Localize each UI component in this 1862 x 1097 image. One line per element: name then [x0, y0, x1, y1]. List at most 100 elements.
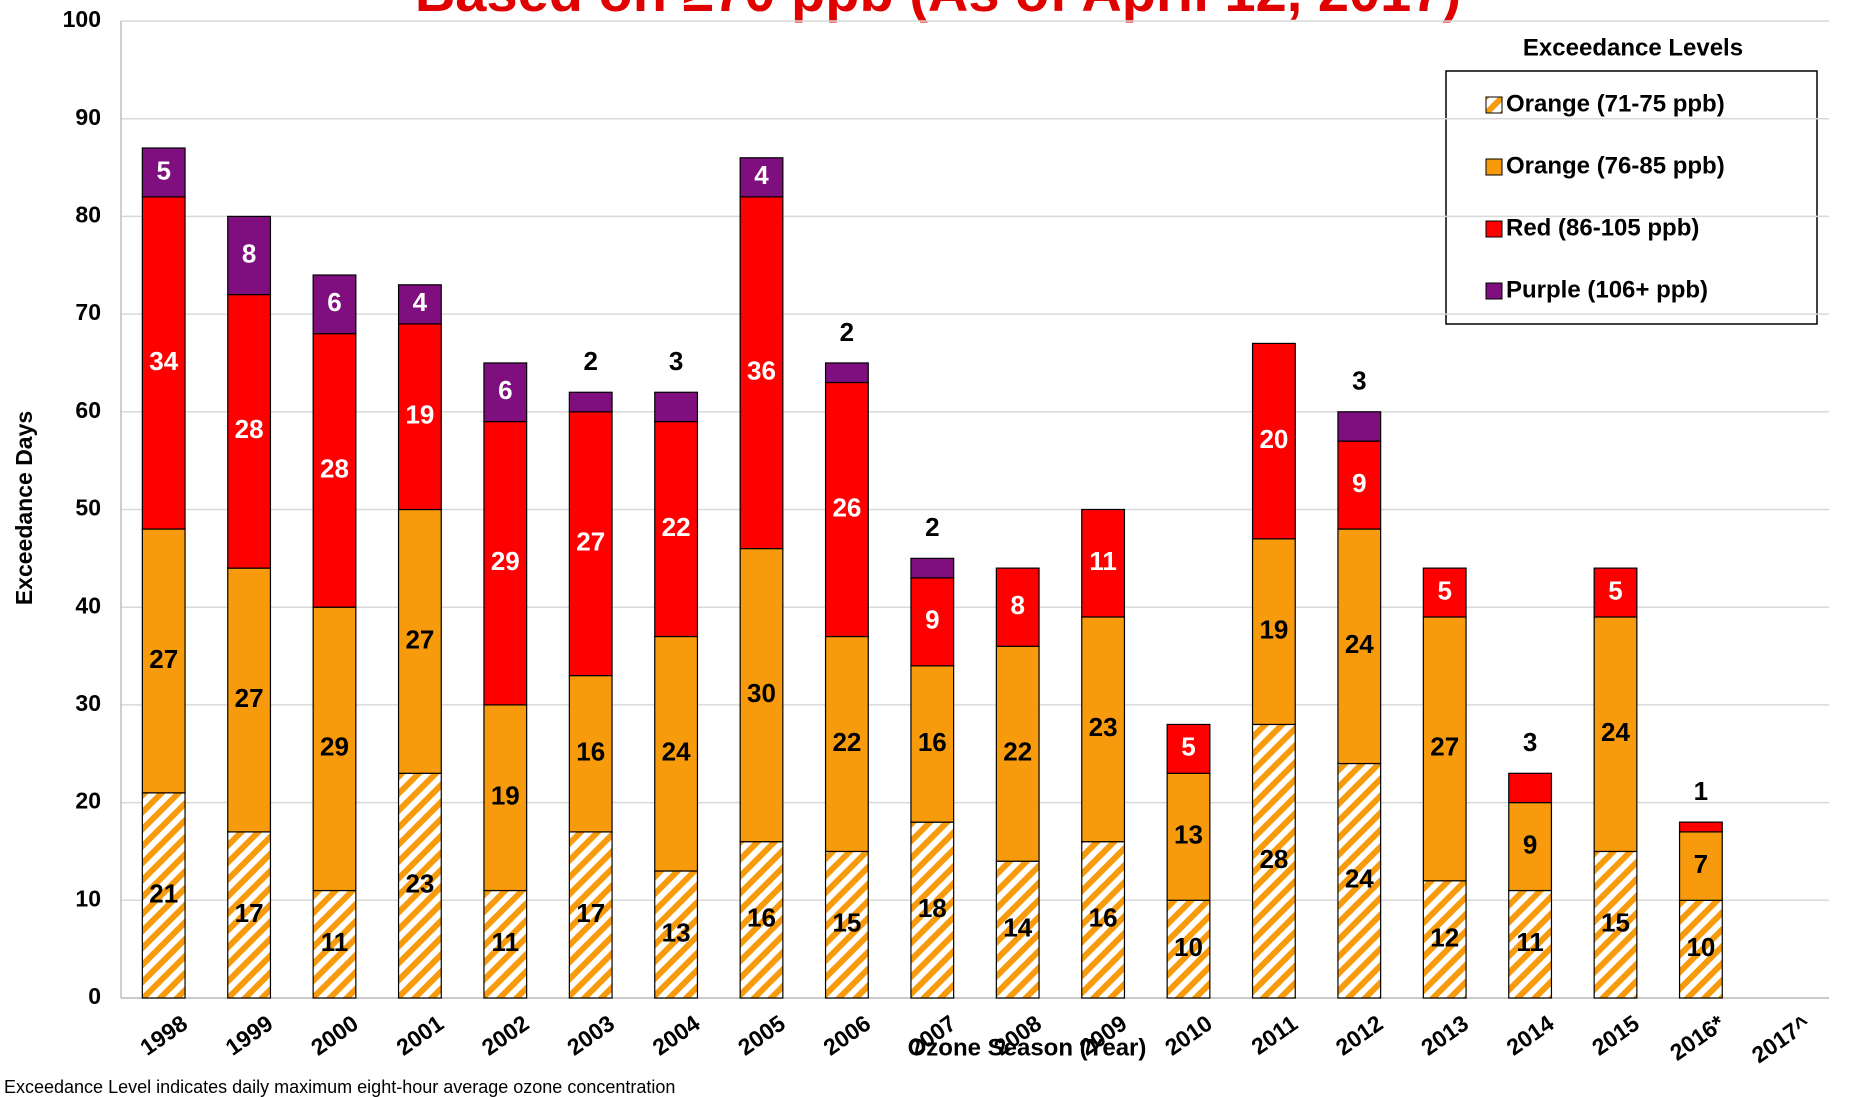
bar-segment: [397, 772, 442, 999]
data-label: 3: [669, 346, 683, 376]
y-tick-label: 30: [75, 690, 101, 716]
bar-segment: [227, 293, 272, 569]
data-label: 27: [405, 624, 434, 654]
data-label: 27: [1430, 732, 1459, 762]
data-label: 19: [1259, 615, 1288, 645]
data-label: 24: [1345, 629, 1374, 659]
data-label: 29: [320, 732, 349, 762]
data-label: 3: [1523, 727, 1537, 757]
bar-segment: [1508, 772, 1553, 804]
y-axis-label: Exceedance Days: [11, 411, 37, 605]
x-tick-label: 2011: [1246, 1010, 1302, 1060]
bar-segment: [141, 147, 186, 198]
data-label: 18: [918, 893, 947, 923]
data-label: 20: [1259, 424, 1288, 454]
y-tick-label: 20: [75, 788, 101, 814]
data-label: 19: [405, 400, 434, 430]
x-tick-label: 2001: [391, 1010, 448, 1061]
bar-segment: [312, 274, 357, 335]
y-tick-label: 70: [75, 299, 101, 325]
bar-segment: [910, 557, 955, 579]
bar-segment: [1166, 772, 1211, 901]
bar-segment: [739, 841, 784, 999]
bar-segment: [1508, 801, 1553, 892]
bar-segment: [995, 860, 1040, 999]
bar-segment: [739, 157, 784, 198]
data-label: 8: [1010, 590, 1024, 620]
data-label: 22: [1003, 737, 1032, 767]
data-label: 28: [235, 414, 264, 444]
bar-segment: [141, 792, 186, 999]
bar-segment: [1337, 528, 1382, 765]
data-label: 5: [1181, 732, 1195, 762]
legend-box: [1445, 70, 1818, 325]
x-tick-label: 2013: [1416, 1010, 1473, 1061]
x-tick-label: 2004: [648, 1010, 705, 1061]
data-label: 17: [235, 898, 264, 928]
data-label: 6: [498, 375, 512, 405]
y-tick-label: 90: [75, 104, 101, 130]
bar-segment: [824, 381, 869, 638]
data-label: 2: [925, 512, 939, 542]
x-tick-label: 2017^: [1747, 1010, 1815, 1068]
bar-segment: [1081, 616, 1126, 843]
data-label: 28: [1259, 844, 1288, 874]
y-tick-label: 10: [75, 885, 101, 911]
bar-segment: [483, 362, 528, 423]
legend-swatch: [1485, 96, 1503, 114]
bar-segment: [824, 362, 869, 384]
x-tick-label: 2006: [818, 1010, 875, 1061]
bar-segment: [739, 196, 784, 550]
data-label: 11: [321, 927, 349, 957]
bar-segment: [1422, 616, 1467, 882]
y-tick-label: 50: [75, 495, 101, 521]
data-label: 29: [491, 546, 520, 576]
x-tick-label: 2012: [1331, 1010, 1388, 1061]
bar-segment: [739, 547, 784, 843]
data-label: 1: [1694, 776, 1708, 806]
bar-segment: [1678, 831, 1723, 901]
bar-segment: [654, 635, 699, 872]
data-label: 21: [149, 878, 178, 908]
data-label: 19: [491, 781, 520, 811]
x-tick-label: 2003: [562, 1010, 619, 1061]
data-label: 11: [1516, 927, 1544, 957]
data-label: 9: [1352, 468, 1366, 498]
data-label: 2: [840, 317, 854, 347]
data-label: 24: [1345, 864, 1374, 894]
x-tick-label: 2016*: [1665, 1010, 1729, 1066]
bar-segment: [654, 391, 699, 423]
bar-segment: [1337, 762, 1382, 999]
data-label: 26: [832, 492, 861, 522]
bar-segment: [910, 665, 955, 823]
bar-segment: [141, 528, 186, 794]
data-label: 3: [1352, 366, 1366, 396]
bar-segment: [995, 645, 1040, 862]
data-label: 10: [1174, 932, 1203, 962]
data-label: 7: [1694, 849, 1708, 879]
data-label: 5: [156, 155, 170, 185]
data-label: 23: [405, 869, 434, 899]
bar-segment: [1166, 899, 1211, 999]
x-tick-label: 2000: [306, 1010, 363, 1061]
data-label: 16: [747, 903, 776, 933]
legend-swatch: [1485, 158, 1503, 176]
bar-segment: [1251, 342, 1296, 540]
data-label: 34: [149, 346, 178, 376]
bar-segment: [1251, 723, 1296, 999]
bar-segment: [568, 391, 613, 413]
y-tick-label: 60: [75, 397, 101, 423]
legend-label: Orange (71-75 ppb): [1506, 90, 1725, 117]
x-tick-label: 2010: [1160, 1010, 1217, 1061]
footnote: Exceedance Level indicates daily maximum…: [4, 1077, 675, 1097]
data-label: 22: [662, 512, 691, 542]
data-label: 16: [1089, 903, 1118, 933]
x-tick-label: 2015: [1587, 1010, 1644, 1061]
data-label: 27: [576, 527, 605, 557]
legend-label: Orange (76-85 ppb): [1506, 152, 1725, 179]
data-label: 6: [327, 287, 341, 317]
data-label: 23: [1089, 712, 1118, 742]
bar-segment: [1593, 616, 1638, 853]
data-label: 11: [1089, 546, 1117, 576]
bar-segment: [397, 284, 442, 325]
